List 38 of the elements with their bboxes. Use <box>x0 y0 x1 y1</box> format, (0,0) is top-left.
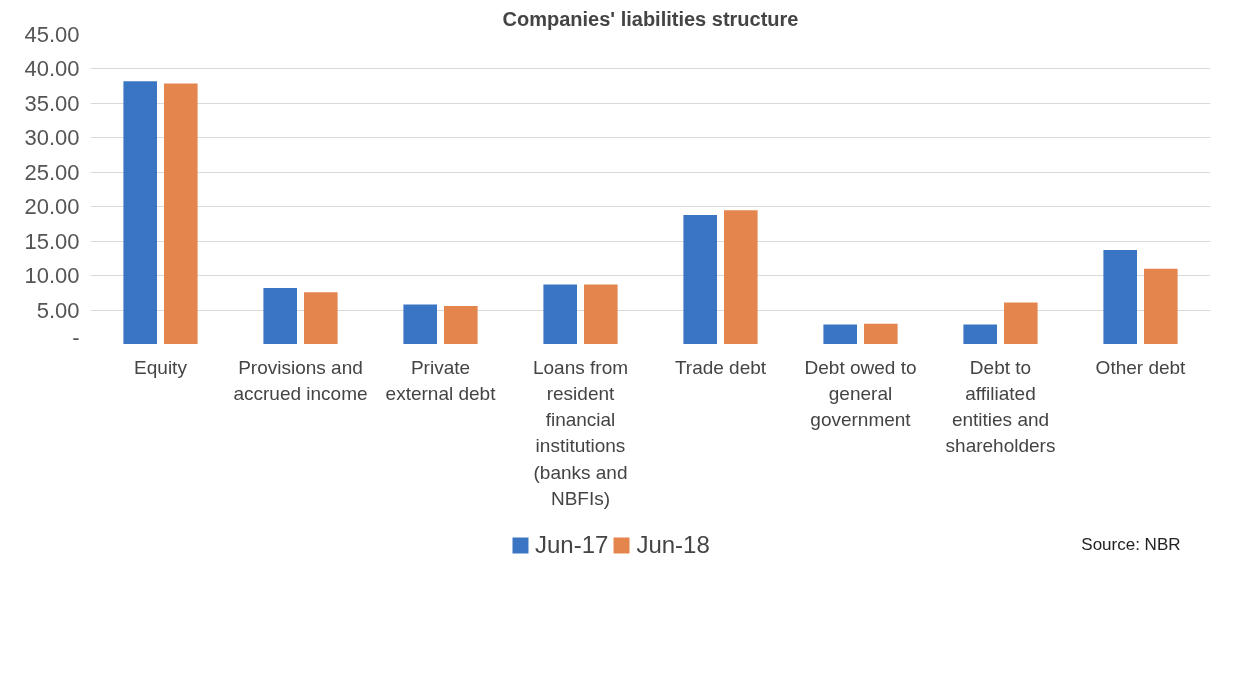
bar <box>683 214 717 344</box>
x-tick-label: Other debt <box>1095 356 1187 378</box>
bar <box>123 81 157 344</box>
y-tick-label: 15.00 <box>24 228 80 254</box>
bar <box>1103 250 1137 344</box>
chart-title: Companies' liabilities structure <box>502 7 799 30</box>
y-tick-label: 10.00 <box>24 263 80 289</box>
x-tick-label: Debt to affiliated entities and shareholders <box>945 356 1056 457</box>
y-tick-label: - <box>72 324 80 350</box>
source-note: Source: NBR <box>1081 534 1181 554</box>
x-tick-label: Provisions and accrued income <box>233 356 368 404</box>
y-tick-label: 5.00 <box>36 297 80 323</box>
x-tick-label: Loans from resident financial institutions (banks and NBFIs) <box>532 356 629 509</box>
bar <box>1144 268 1178 344</box>
bar <box>304 292 338 344</box>
bar <box>403 304 437 344</box>
bar <box>724 210 758 344</box>
y-tick-label: 35.00 <box>24 90 80 116</box>
bar <box>444 305 478 344</box>
bar <box>823 324 857 344</box>
y-tick-label: 40.00 <box>24 56 80 82</box>
bar <box>543 284 577 344</box>
y-tick-label: 20.00 <box>24 194 80 220</box>
legend-label: Jun-17 <box>535 531 609 559</box>
bar <box>864 323 898 344</box>
y-tick-label: 25.00 <box>24 159 80 185</box>
y-tick-label: 30.00 <box>24 125 80 151</box>
bar <box>963 324 997 344</box>
legend-label: Jun-18 <box>636 531 710 559</box>
x-tick-label: Equity <box>134 356 188 378</box>
bar <box>1004 302 1038 344</box>
x-tick-label: Trade debt <box>674 356 767 378</box>
y-tick-label: 45.00 <box>24 22 80 47</box>
x-tick-label: Debt owed to general government <box>804 356 917 430</box>
bar <box>263 288 297 344</box>
bar <box>164 83 198 344</box>
bar <box>584 284 618 344</box>
x-tick-label: Private external debt <box>385 356 497 404</box>
